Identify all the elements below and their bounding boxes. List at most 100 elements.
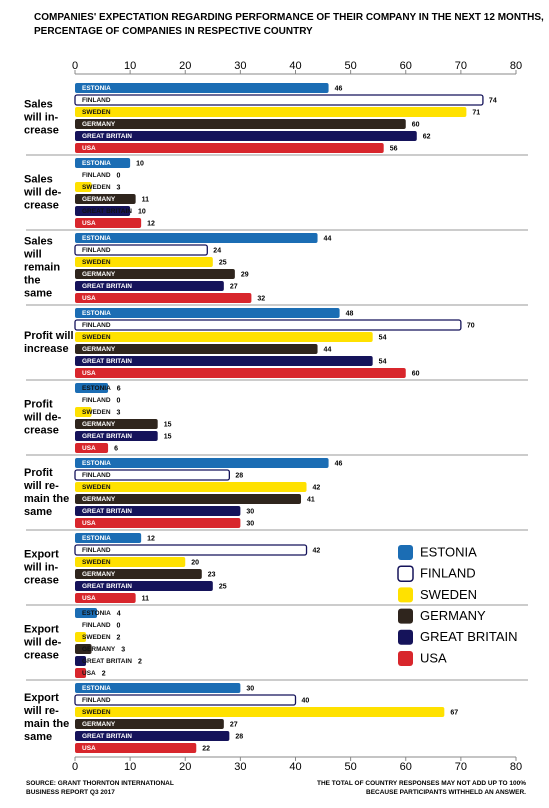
value-label: 11 [142, 595, 150, 602]
x-tick-label: 40 [289, 60, 301, 72]
bar-series-label: GERMANY [82, 121, 116, 128]
x-tick-label: 80 [510, 60, 522, 72]
bar-series-label: GERMANY [82, 646, 116, 653]
x-tick-label: 50 [345, 60, 357, 72]
legend: ESTONIA FINLAND SWEDEN GERMANY GREAT BRITAIN… [397, 544, 518, 666]
value-label: 2 [138, 658, 142, 665]
bar [75, 344, 318, 354]
bar-series-label: GERMANY [82, 196, 116, 203]
value-label: 42 [313, 484, 321, 491]
bar [75, 593, 136, 603]
bar [75, 431, 158, 441]
legend-label: FINLAND [420, 566, 476, 581]
bar [75, 494, 302, 504]
value-label: 46 [335, 460, 343, 467]
bar-series-label: SWEDEN [82, 109, 111, 116]
bar-series-label: FINLAND [82, 622, 111, 629]
bar-series-label: ESTONIA [82, 685, 111, 692]
legend-label: GREAT BRITAIN [420, 629, 518, 644]
category-label: Export will re-main the same [23, 692, 69, 743]
value-label: 20 [191, 559, 199, 566]
bar [74, 694, 297, 706]
value-label: 0 [117, 397, 121, 404]
value-label: 6 [117, 385, 121, 392]
bar [75, 731, 230, 741]
bar [75, 743, 197, 753]
bar-series-label: GREAT BRITAIN [82, 583, 132, 590]
bar [74, 244, 208, 256]
legend-swatch [397, 565, 414, 582]
value-label: 41 [307, 496, 315, 503]
bar-series-label: USA [82, 745, 96, 752]
bar-series-label: FINLAND [82, 247, 111, 254]
bar-series-label: ESTONIA [82, 385, 111, 392]
bar-series-label: ESTONIA [82, 610, 111, 617]
value-label: 4 [117, 610, 121, 617]
x-tick-label: 0 [72, 60, 78, 72]
category-label: Export will in-crease [23, 548, 59, 586]
value-label: 10 [138, 208, 146, 215]
bar [75, 668, 87, 678]
bar [75, 443, 109, 453]
bar [75, 218, 142, 228]
x-tick-label: 70 [455, 761, 467, 773]
value-label: 28 [235, 733, 243, 740]
bar-series-label: SWEDEN [82, 559, 111, 566]
bar [75, 83, 329, 93]
bar [75, 356, 373, 366]
bar-series-label: GERMANY [82, 496, 116, 503]
bar-series-label: SWEDEN [82, 634, 111, 641]
value-label: 71 [472, 109, 480, 116]
value-label: 10 [136, 160, 144, 167]
value-label: 12 [147, 220, 155, 227]
bar [75, 281, 224, 291]
bar [75, 233, 318, 243]
value-label: 46 [335, 85, 343, 92]
bar-series-label: GREAT BRITAIN [82, 133, 132, 140]
bar [75, 506, 241, 516]
value-label: 56 [390, 145, 398, 152]
bar-series-label: GREAT BRITAIN [82, 733, 132, 740]
value-label: 2 [102, 670, 106, 677]
legend-label: GERMANY [420, 608, 486, 623]
bar-series-label: FINLAND [82, 547, 111, 554]
x-tick-label: 50 [345, 761, 357, 773]
bar [74, 469, 231, 481]
footnote: THE TOTAL OF COUNTRY RESPONSES MAY NOT A… [317, 780, 526, 796]
bar-series-label: USA [82, 445, 96, 452]
x-tick-label: 80 [510, 761, 522, 773]
x-tick-label: 30 [234, 60, 246, 72]
value-label: 28 [235, 472, 243, 479]
bar [75, 581, 213, 591]
value-label: 2 [117, 634, 121, 641]
legend-swatch [398, 545, 413, 560]
bar [75, 194, 136, 204]
x-tick-label: 60 [400, 60, 412, 72]
bar-series-label: ESTONIA [82, 310, 111, 317]
category-label: Profit will increase [24, 330, 74, 355]
value-label: 25 [219, 259, 227, 266]
value-label: 0 [117, 622, 121, 629]
value-label: 60 [412, 370, 420, 377]
bar-series-label: SWEDEN [82, 409, 111, 416]
value-label: 42 [313, 547, 321, 554]
bar-series-label: FINLAND [82, 97, 111, 104]
bar-series-label: ESTONIA [82, 460, 111, 467]
category-label: Sales will in-crease [23, 98, 59, 136]
bar [75, 458, 329, 468]
bar [75, 368, 406, 378]
bar-series-label: FINLAND [82, 322, 111, 329]
bar [75, 158, 131, 168]
value-label: 62 [423, 133, 431, 140]
value-label: 0 [117, 172, 121, 179]
value-label: 40 [302, 697, 310, 704]
bar-series-label: GERMANY [82, 271, 116, 278]
bar-series-label: GERMANY [82, 571, 116, 578]
legend-label: SWEDEN [420, 587, 477, 602]
legend-swatch [398, 608, 413, 624]
bar [75, 269, 235, 279]
value-label: 30 [246, 685, 254, 692]
value-label: 6 [114, 445, 118, 452]
bar [75, 683, 241, 693]
